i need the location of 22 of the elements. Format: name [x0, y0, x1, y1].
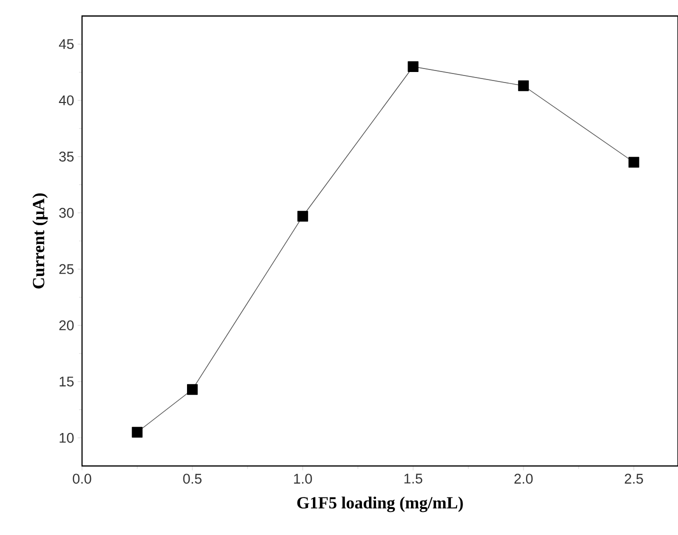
x-tick-label: 2.0 — [514, 474, 533, 484]
point — [132, 426, 143, 438]
point — [297, 210, 308, 222]
x-tick-label: 2.5 — [624, 474, 643, 484]
y-tick-label: 15 — [60, 376, 74, 386]
x-tick-label: 0.0 — [72, 474, 92, 484]
y-tick-label: 30 — [59, 208, 74, 218]
point — [187, 384, 198, 395]
y-axis-title: Current (μA) — [32, 193, 48, 288]
y-tick-label: 20 — [59, 320, 74, 330]
x-tick-label: 1.5 — [404, 474, 422, 484]
y-tick-label: 40 — [58, 95, 74, 106]
point — [628, 156, 640, 168]
point — [408, 61, 418, 72]
y-tick-label: 35 — [59, 152, 74, 162]
y-tick-label: 10 — [60, 432, 74, 443]
y-tick-label: 25 — [59, 264, 74, 274]
x-tick-label: 0.5 — [183, 474, 202, 484]
x-axis-title: G1F5 loading (mg/mL) — [297, 496, 463, 512]
point — [518, 80, 529, 92]
x-tick-label: 1.0 — [294, 474, 312, 484]
y-tick-label: 45 — [58, 39, 74, 50]
